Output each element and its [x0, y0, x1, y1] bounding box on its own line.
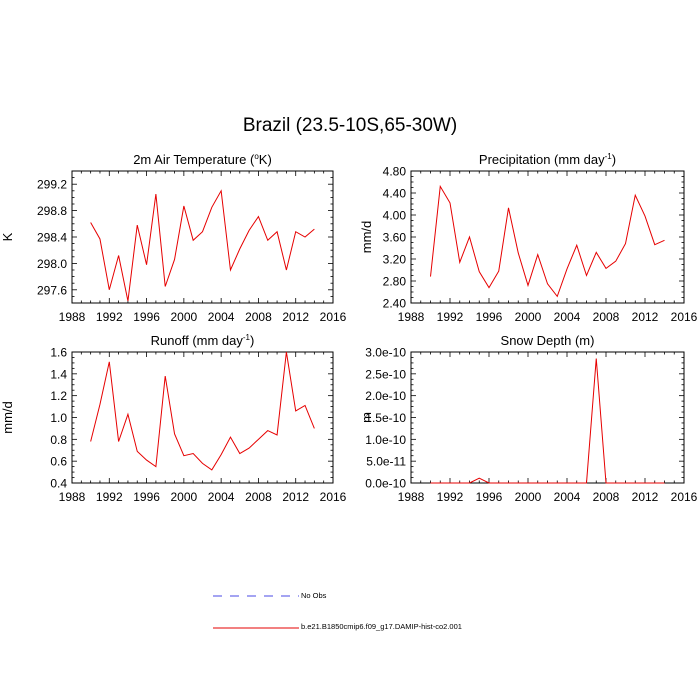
x-tick-label: 2012 — [282, 490, 309, 504]
y-tick-label: 2.5e-10 — [365, 367, 406, 381]
x-tick-label: 2008 — [245, 490, 272, 504]
y-tick-label: 3.0e-10 — [365, 346, 406, 360]
legend-label-model: b.e21.B1850cmip6.f09_g17.DAMIP-hist-co2.… — [301, 622, 462, 631]
x-tick-label: 1992 — [437, 310, 464, 324]
x-tick-label: 2000 — [515, 490, 542, 504]
panel-title: 2m Air Temperature (oK) — [133, 152, 272, 167]
x-tick-label: 1992 — [96, 310, 123, 324]
y-tick-label: 0.6 — [50, 455, 67, 469]
x-tick-label: 2008 — [593, 490, 620, 504]
y-tick-label: 298.4 — [37, 231, 67, 245]
x-tick-label: 1992 — [437, 490, 464, 504]
y-tick-label: 0.8 — [50, 433, 67, 447]
series-line — [90, 189, 315, 302]
y-axis-label: mm/d — [359, 221, 374, 254]
y-tick-label: 2.80 — [383, 275, 407, 289]
y-tick-label: 4.40 — [383, 187, 407, 201]
legend-swatch-solid — [213, 627, 299, 629]
figure-title: Brazil (23.5-10S,65-30W) — [242, 115, 458, 136]
x-tick-label: 2016 — [320, 490, 347, 504]
x-tick-label: 2004 — [554, 310, 581, 324]
y-tick-label: 297.6 — [37, 283, 67, 297]
x-tick-label: 1996 — [133, 490, 160, 504]
plot-frame — [410, 351, 685, 484]
x-tick-label: 2000 — [171, 490, 198, 504]
x-tick-label: 1992 — [96, 490, 123, 504]
y-tick-label: 3.20 — [383, 253, 407, 267]
y-tick-label: 2.0e-10 — [365, 389, 406, 403]
panel-title: Snow Depth (m) — [501, 333, 595, 348]
y-tick-label: 1.4 — [50, 367, 67, 381]
y-tick-label: 4.00 — [383, 209, 407, 223]
x-tick-label: 2016 — [671, 310, 698, 324]
x-tick-label: 2000 — [171, 310, 198, 324]
panel-title: Runoff (mm day-1) — [151, 333, 255, 348]
x-tick-label: 1988 — [398, 490, 425, 504]
y-axis-label: K — [0, 232, 15, 241]
x-tick-label: 2008 — [245, 310, 272, 324]
chart-panel-4: 1988 1992 1996 2000 2004 2008 2012 2016 0.0e-10 5… — [359, 333, 698, 504]
series-line — [90, 351, 315, 471]
y-tick-label: 298.8 — [37, 204, 67, 218]
x-tick-label: 2012 — [632, 490, 659, 504]
chart-panel-2: 1988 1992 1996 2000 2004 2008 2012 2016 2.40 2.80… — [359, 152, 698, 324]
x-tick-label: 1996 — [476, 490, 503, 504]
x-tick-label: 1988 — [59, 310, 86, 324]
y-tick-label: 1.5e-10 — [365, 411, 406, 425]
y-tick-label: 1.0e-10 — [365, 433, 406, 447]
y-tick-label: 0.4 — [50, 477, 67, 491]
y-tick-label: 1.0 — [50, 411, 67, 425]
x-tick-label: 2016 — [320, 310, 347, 324]
panel-title: Precipitation (mm day-1) — [479, 152, 616, 167]
y-axis-label: m — [359, 412, 374, 423]
y-tick-label: 5.0e-11 — [366, 455, 406, 469]
y-tick-label: 299.2 — [37, 178, 67, 192]
y-tick-label: 298.0 — [37, 257, 67, 271]
series-line — [430, 184, 665, 298]
y-tick-label: 2.40 — [383, 297, 407, 311]
x-tick-label: 2008 — [593, 310, 620, 324]
y-tick-label: 3.60 — [383, 231, 407, 245]
x-tick-label: 2000 — [515, 310, 542, 324]
x-tick-label: 1996 — [476, 310, 503, 324]
x-tick-label: 1988 — [398, 310, 425, 324]
chart-panel-3: 1988 1992 1996 2000 2004 2008 2012 2016 0.4 0.6 0.… — [0, 333, 347, 504]
x-tick-label: 2004 — [554, 490, 581, 504]
x-tick-label: 2004 — [208, 310, 235, 324]
y-tick-label: 0.0e-10 — [365, 477, 406, 491]
y-tick-label: 4.80 — [383, 165, 407, 179]
series-line — [430, 358, 665, 484]
x-tick-label: 2004 — [208, 490, 235, 504]
y-axis-label: mm/d — [0, 401, 15, 434]
x-tick-label: 2012 — [282, 310, 309, 324]
x-tick-label: 1996 — [133, 310, 160, 324]
legend-label-no-obs: No Obs — [301, 591, 327, 600]
chart-panel-1: 1988 1992 1996 2000 2004 2008 2012 2016 297.6 298… — [0, 152, 347, 324]
y-tick-label: 1.2 — [50, 389, 67, 403]
legend-swatch-dashed — [213, 595, 299, 597]
x-tick-label: 2012 — [632, 310, 659, 324]
x-tick-label: 1988 — [59, 490, 86, 504]
y-tick-label: 1.6 — [50, 346, 67, 360]
x-tick-label: 2016 — [671, 490, 698, 504]
